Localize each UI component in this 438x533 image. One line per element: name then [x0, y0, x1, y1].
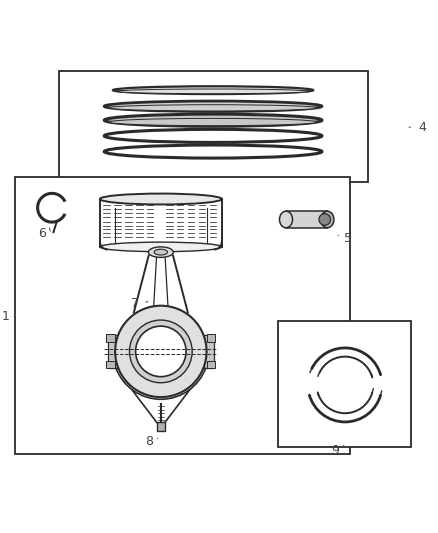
Ellipse shape: [104, 101, 322, 111]
Circle shape: [319, 214, 331, 225]
Ellipse shape: [117, 89, 309, 94]
Text: 1: 1: [1, 310, 9, 323]
Ellipse shape: [279, 211, 293, 228]
Bar: [106, 360, 115, 368]
Text: 4: 4: [418, 120, 426, 134]
Bar: [207, 334, 215, 342]
Text: 6: 6: [38, 228, 46, 240]
Ellipse shape: [100, 193, 222, 205]
Bar: [15, 177, 350, 454]
Circle shape: [130, 320, 192, 383]
Bar: [108, 335, 119, 368]
Ellipse shape: [104, 145, 322, 158]
Bar: [106, 334, 115, 342]
Ellipse shape: [321, 211, 334, 228]
Bar: [203, 335, 214, 368]
Text: 7: 7: [131, 297, 139, 310]
Ellipse shape: [148, 247, 173, 257]
Circle shape: [115, 306, 207, 397]
Bar: [157, 422, 165, 431]
Bar: [207, 360, 215, 368]
Bar: [279, 321, 411, 447]
Ellipse shape: [154, 249, 168, 255]
Circle shape: [136, 326, 186, 377]
Text: 8: 8: [145, 435, 153, 448]
Ellipse shape: [113, 86, 313, 94]
Ellipse shape: [109, 104, 318, 111]
Text: 9: 9: [331, 444, 339, 457]
Bar: [59, 70, 367, 182]
Ellipse shape: [100, 242, 222, 252]
Ellipse shape: [109, 118, 318, 126]
Ellipse shape: [104, 130, 322, 142]
Text: 5: 5: [344, 232, 352, 245]
Ellipse shape: [104, 114, 322, 126]
Bar: [286, 211, 327, 228]
